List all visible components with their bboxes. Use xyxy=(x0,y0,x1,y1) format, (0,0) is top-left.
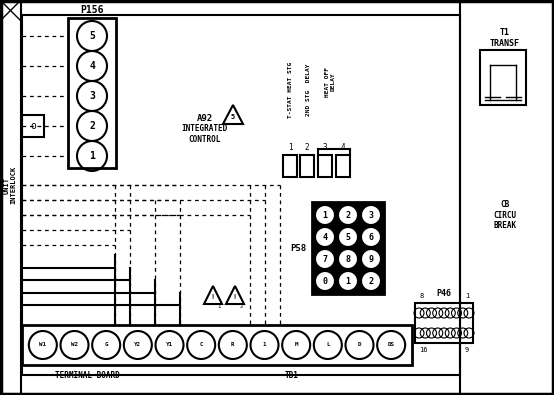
Text: 2: 2 xyxy=(89,121,95,131)
Text: 1: 1 xyxy=(465,293,469,299)
Text: 1: 1 xyxy=(322,211,327,220)
Text: 16: 16 xyxy=(419,347,428,353)
Bar xyxy=(22,15,460,375)
Text: T1
TRANSF: T1 TRANSF xyxy=(490,28,520,48)
Text: D: D xyxy=(358,342,361,348)
Text: Y2: Y2 xyxy=(134,342,141,348)
Text: T-STAT HEAT STG: T-STAT HEAT STG xyxy=(288,62,293,118)
Text: 3: 3 xyxy=(322,143,327,152)
Text: 2: 2 xyxy=(305,143,309,152)
Text: 4: 4 xyxy=(89,61,95,71)
Text: 2: 2 xyxy=(239,303,243,308)
Text: 4: 4 xyxy=(322,233,327,241)
Text: HEAT OFF
DELAY: HEAT OFF DELAY xyxy=(325,67,335,97)
Circle shape xyxy=(361,249,381,269)
Text: 2: 2 xyxy=(368,276,373,286)
Text: P156: P156 xyxy=(80,5,104,15)
Text: 3: 3 xyxy=(368,211,373,220)
Text: !: ! xyxy=(233,294,237,300)
Bar xyxy=(68,18,116,168)
Text: 9: 9 xyxy=(465,347,469,353)
Text: CB
CIRCU
BREAK: CB CIRCU BREAK xyxy=(494,200,516,230)
Text: R: R xyxy=(231,342,234,348)
Text: W1: W1 xyxy=(39,342,47,348)
Text: 5: 5 xyxy=(346,233,351,241)
Text: 7: 7 xyxy=(322,254,327,263)
Text: 0: 0 xyxy=(322,276,327,286)
Text: 1: 1 xyxy=(288,143,293,152)
Text: P46: P46 xyxy=(437,288,452,297)
Bar xyxy=(22,325,412,365)
Text: UNIT
INTERLOCK: UNIT INTERLOCK xyxy=(3,166,17,204)
Text: W2: W2 xyxy=(71,342,78,348)
Text: TERMINAL BOARD: TERMINAL BOARD xyxy=(55,371,119,380)
Text: L: L xyxy=(326,342,330,348)
Text: 8: 8 xyxy=(346,254,351,263)
Circle shape xyxy=(338,249,358,269)
Bar xyxy=(300,155,314,177)
Text: 1: 1 xyxy=(346,276,351,286)
Text: C: C xyxy=(199,342,203,348)
Circle shape xyxy=(315,205,335,225)
Text: 1: 1 xyxy=(89,151,95,161)
Bar xyxy=(336,155,350,177)
Circle shape xyxy=(361,271,381,291)
Circle shape xyxy=(338,227,358,247)
Circle shape xyxy=(315,227,335,247)
Text: INTEGRATED
CONTROL: INTEGRATED CONTROL xyxy=(182,124,228,144)
Text: 8: 8 xyxy=(419,293,423,299)
Text: M: M xyxy=(294,342,298,348)
Text: 4: 4 xyxy=(341,143,345,152)
Bar xyxy=(283,155,297,177)
Circle shape xyxy=(315,249,335,269)
Text: 2ND STG  DELAY: 2ND STG DELAY xyxy=(305,64,310,116)
Circle shape xyxy=(361,227,381,247)
Text: 9: 9 xyxy=(368,254,373,263)
Text: !: ! xyxy=(211,294,215,300)
Text: DS: DS xyxy=(388,342,394,348)
Circle shape xyxy=(361,205,381,225)
Text: 3: 3 xyxy=(89,91,95,101)
Bar xyxy=(480,50,526,105)
Text: 5: 5 xyxy=(89,31,95,41)
Text: 1: 1 xyxy=(263,342,266,348)
Text: 1: 1 xyxy=(217,303,220,308)
Text: A92: A92 xyxy=(197,113,213,122)
Text: G: G xyxy=(104,342,108,348)
Circle shape xyxy=(315,271,335,291)
Text: TB1: TB1 xyxy=(285,371,299,380)
Circle shape xyxy=(338,205,358,225)
Text: 2: 2 xyxy=(346,211,351,220)
Bar xyxy=(318,155,332,177)
Text: 5: 5 xyxy=(231,114,235,120)
Bar xyxy=(312,202,384,294)
Bar xyxy=(415,303,473,343)
Bar xyxy=(1,1,21,394)
Bar xyxy=(22,115,44,137)
Text: o: o xyxy=(30,121,36,131)
Text: P58: P58 xyxy=(290,243,306,252)
Text: 6: 6 xyxy=(368,233,373,241)
Text: Y1: Y1 xyxy=(166,342,173,348)
Circle shape xyxy=(338,271,358,291)
